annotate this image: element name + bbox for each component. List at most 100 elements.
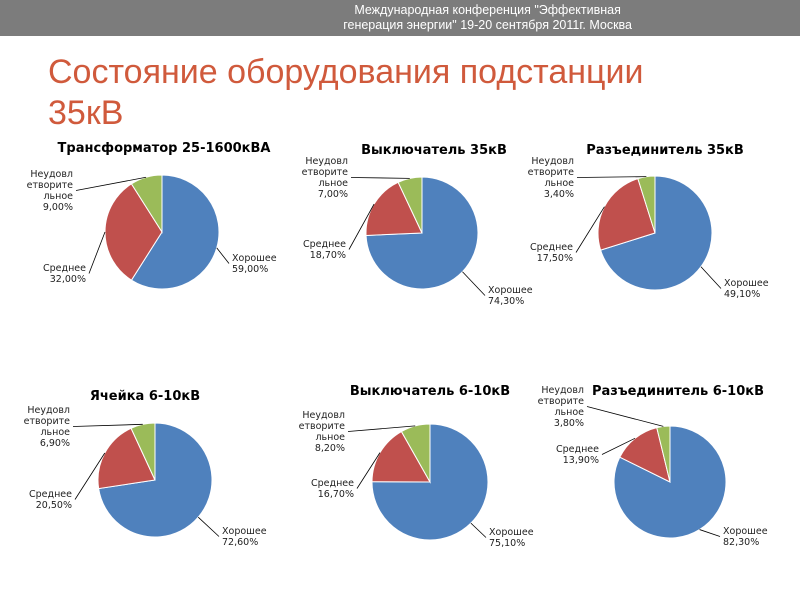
data-label-line: 75,10% xyxy=(489,538,525,549)
data-label-line: етворите xyxy=(538,396,585,407)
data-label-unsatisfactory: Неудовл етворите льное 8,20% xyxy=(299,410,346,454)
chart-title: Разъединитель 6-10кВ xyxy=(592,384,764,399)
data-label-line: Неудовл xyxy=(30,169,73,180)
data-label-good: Хорошее 49,10% xyxy=(724,278,769,300)
slide-title: Состояние оборудования подстанции 35кВ xyxy=(48,52,644,134)
pie-slice-unsatisfactory xyxy=(397,176,423,234)
data-label-line: Среднее xyxy=(29,489,72,500)
leader-line xyxy=(216,247,230,264)
chart-title: Ячейка 6-10кВ xyxy=(90,389,200,404)
conference-line-2: генерация энергии" 19-20 сентября 2011г.… xyxy=(343,18,632,32)
leader-line xyxy=(575,206,605,253)
data-label-good: Хорошее 59,00% xyxy=(232,253,277,275)
data-label-line: 18,70% xyxy=(310,250,346,261)
data-label-good: Хорошее 75,10% xyxy=(489,527,534,549)
data-label-line: Хорошее xyxy=(222,526,267,537)
leader-line xyxy=(576,176,647,178)
chart-title: Трансформатор 25-1600кВА xyxy=(58,141,271,156)
data-label-medium: Среднее 13,90% xyxy=(556,444,599,466)
data-label-unsatisfactory: Неудовл етворите льное 9,00% xyxy=(27,169,74,213)
data-label-line: Неудовл xyxy=(305,156,348,167)
data-label-line: льное xyxy=(43,191,73,202)
data-label-line: 8,20% xyxy=(315,443,345,454)
leader-line xyxy=(72,423,143,427)
data-label-line: 82,30% xyxy=(723,537,759,548)
chart-title: Выключатель 35кВ xyxy=(361,143,507,158)
slide-title-line-2: 35кВ xyxy=(48,94,124,132)
pie-slice-unsatisfactory xyxy=(656,425,671,483)
data-label-unsatisfactory: Неудовл етворите льное 3,80% xyxy=(538,385,585,429)
pie-slice-good xyxy=(600,175,713,291)
data-label-good: Хорошее 82,30% xyxy=(723,526,768,548)
data-label-line: Среднее xyxy=(303,239,346,250)
data-label-line: Хорошее xyxy=(724,278,769,289)
data-label-line: 16,70% xyxy=(318,489,354,500)
data-label-line: етворите xyxy=(528,167,575,178)
data-label-unsatisfactory: Неудовл етворите льное 6,90% xyxy=(24,405,71,449)
data-label-line: етворите xyxy=(299,421,346,432)
pie-chart-1: Трансформатор 25-1600кВА Хорошее 59,00% Сре… xyxy=(27,141,277,290)
leader-line xyxy=(348,203,375,250)
data-label-good: Хорошее 72,60% xyxy=(222,526,267,548)
data-label-line: 20,50% xyxy=(36,500,72,511)
data-label-medium: Среднее 18,70% xyxy=(303,239,346,261)
chart-title: Выключатель 6-10кВ xyxy=(350,384,510,399)
data-label-line: 3,80% xyxy=(554,418,584,429)
data-label-line: Среднее xyxy=(311,478,354,489)
data-label-line: Неудовл xyxy=(531,156,574,167)
conference-line-1: Международная конференция "Эффективная xyxy=(354,3,621,17)
header-bar: Международная конференция "Эффективная г… xyxy=(0,0,800,36)
data-label-line: 74,30% xyxy=(488,296,524,307)
data-label-line: льное xyxy=(315,432,345,443)
leader-line xyxy=(462,271,486,296)
conference-caption: Международная конференция "Эффективная г… xyxy=(343,3,632,33)
data-label-line: льное xyxy=(554,407,584,418)
pie-slice-medium xyxy=(597,178,656,251)
leader-line xyxy=(88,231,106,274)
data-label-line: 17,50% xyxy=(537,253,573,264)
leader-line xyxy=(356,452,381,489)
data-label-line: Хорошее xyxy=(232,253,277,264)
leader-line xyxy=(699,529,721,537)
data-label-line: Среднее xyxy=(530,242,573,253)
leader-line xyxy=(74,452,106,500)
leader-line xyxy=(75,176,147,191)
pie-slice-good xyxy=(613,425,727,539)
data-label-line: Неудовл xyxy=(541,385,584,396)
pie-chart-6: Разъединитель 6-10кВ Хорошее 82,30% Среднее… xyxy=(538,384,768,548)
data-label-medium: Среднее 17,50% xyxy=(530,242,573,264)
data-label-line: льное xyxy=(40,427,70,438)
data-label-line: 9,00% xyxy=(43,202,73,213)
data-label-line: Неудовл xyxy=(302,410,345,421)
data-label-medium: Среднее 32,00% xyxy=(43,263,86,285)
data-label-line: 32,00% xyxy=(50,274,86,285)
pie-slice-unsatisfactory xyxy=(400,423,431,484)
pie-chart-2: Выключатель 35кВ Хорошее 74,30% Среднее 18,7… xyxy=(302,143,533,307)
pie-slice-medium xyxy=(104,183,163,281)
data-label-line: Хорошее xyxy=(723,526,768,537)
data-label-medium: Среднее 16,70% xyxy=(311,478,354,500)
data-label-unsatisfactory: Неудовл етворите льное 3,40% xyxy=(528,156,575,200)
slide-title-line-1: Состояние оборудования подстанции xyxy=(48,53,644,91)
data-label-line: Хорошее xyxy=(489,527,534,538)
data-label-good: Хорошее 74,30% xyxy=(488,285,533,307)
pie-slice-unsatisfactory xyxy=(130,422,156,481)
data-label-unsatisfactory: Неудовл етворите льное 7,00% xyxy=(302,156,349,200)
data-label-medium: Среднее 20,50% xyxy=(29,489,72,511)
leader-line xyxy=(470,522,487,538)
data-label-line: льное xyxy=(544,178,574,189)
data-label-line: 3,40% xyxy=(544,189,574,200)
leader-line xyxy=(347,425,416,432)
data-label-line: Неудовл xyxy=(27,405,70,416)
pie-chart-3: Разъединитель 35кВ Хорошее 49,10% Среднее 17… xyxy=(528,143,769,300)
leader-line xyxy=(586,406,664,427)
leader-line xyxy=(601,437,636,455)
data-label-line: 59,00% xyxy=(232,264,268,275)
data-label-line: 72,60% xyxy=(222,537,258,548)
data-label-line: Среднее xyxy=(43,263,86,274)
data-label-line: льное xyxy=(318,178,348,189)
leader-line xyxy=(197,516,220,537)
data-label-line: етворите xyxy=(27,180,74,191)
leader-line xyxy=(350,177,410,179)
